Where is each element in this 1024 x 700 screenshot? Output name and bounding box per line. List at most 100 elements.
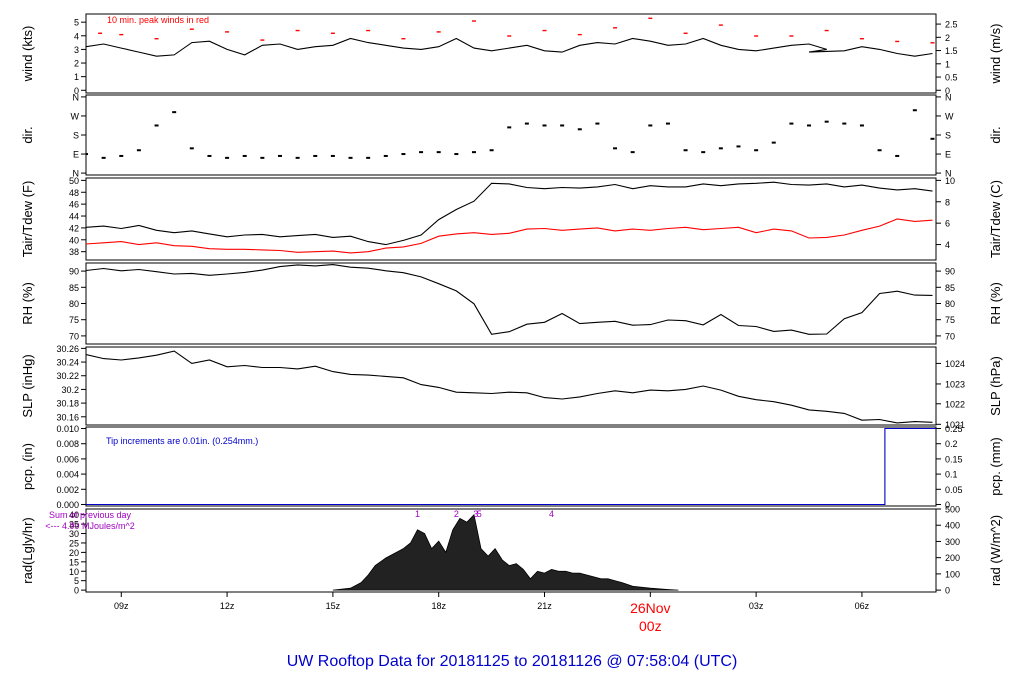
right-tick-label: N [945, 169, 952, 179]
peak-wind-mark [189, 28, 194, 30]
dir-mark [665, 122, 670, 125]
left-tick-label: 38 [69, 247, 79, 257]
right-tick-label: 10 [945, 176, 955, 186]
left-tick-label: 90 [69, 267, 79, 277]
dir-mark [313, 154, 318, 157]
left-tick-label: 5 [74, 576, 79, 586]
left-tick-label: 40 [69, 235, 79, 245]
peak-wind-mark [648, 17, 653, 19]
left-tick-label: 30.22 [56, 371, 79, 381]
left-tick-label: 1 [74, 72, 79, 82]
peak-wind-mark [718, 24, 723, 26]
left-axis-label: wind (kts) [20, 26, 35, 83]
dir-mark [771, 141, 776, 144]
right-axis-label: wind (m/s) [988, 24, 1003, 85]
left-axis-label: rad(Lgly/hr) [20, 517, 35, 583]
right-tick-label: 6 [945, 219, 950, 229]
right-tick-label: 0 [945, 86, 950, 96]
dir-mark [842, 122, 847, 125]
panel-frame [85, 426, 937, 507]
left-tick-label: 0.004 [56, 470, 79, 480]
left-tick-label: 85 [69, 283, 79, 293]
peak-wind-mark [613, 27, 618, 29]
dir-mark [454, 153, 459, 156]
dir-mark [207, 154, 212, 157]
dir-mark [524, 122, 529, 125]
dir-mark [154, 124, 159, 127]
right-tick-label: 80 [945, 299, 955, 309]
right-tick-label: 0.2 [945, 439, 958, 449]
dir-mark [242, 154, 247, 157]
dir-mark [172, 111, 177, 114]
left-tick-label: 30.18 [56, 399, 79, 409]
rad-marker-label: 3 [473, 509, 478, 519]
dir-mark [683, 149, 688, 152]
peak-wind-mark [436, 31, 441, 33]
right-tick-label: 1 [945, 59, 950, 69]
left-tick-label: 48 [69, 188, 79, 198]
right-tick-label: 0.05 [945, 485, 963, 495]
dir-mark [225, 156, 230, 159]
left-tick-label: 35 [69, 520, 79, 530]
left-tick-label: 0.010 [56, 424, 79, 434]
series-line-wind [86, 37, 933, 57]
left-tick-label: 30 [69, 529, 79, 539]
dir-mark [542, 124, 547, 127]
peak-wind-mark [119, 33, 124, 36]
right-tick-label: 8 [945, 197, 950, 207]
peak-wind-mark [98, 32, 103, 34]
peak-wind-mark [859, 38, 864, 40]
right-tick-label: 1024 [945, 359, 965, 369]
chart-title: UW Rooftop Data for 20181125 to 20181126… [287, 653, 738, 670]
time-tick-label: 15z [326, 601, 341, 611]
left-tick-label: 42 [69, 223, 79, 233]
left-tick-label: E [73, 150, 79, 160]
left-tick-label: 40 [69, 510, 79, 520]
dir-mark [930, 137, 935, 140]
dir-mark [807, 124, 812, 127]
right-tick-label: 1023 [945, 379, 965, 389]
dir-mark [86, 153, 88, 156]
dir-mark [348, 156, 353, 159]
dir-mark [260, 156, 265, 159]
left-tick-label: 4 [74, 31, 79, 41]
rad-sum-label: Sum of previous day [49, 510, 132, 520]
panel-annotation: 10 min. peak winds in red [107, 15, 209, 25]
right-tick-label: 1.5 [945, 46, 958, 56]
dir-mark [859, 124, 864, 127]
peak-wind-mark [225, 31, 230, 33]
dir-mark [507, 126, 512, 129]
panel-pcp: 0.000 0.002 0.004 0.006 0.008 0.010 0 0.05 0.1 0.… [20, 424, 1003, 510]
dir-mark [189, 147, 194, 150]
dir-mark [560, 124, 565, 127]
peak-wind-mark [471, 20, 476, 22]
panel-rh: 70 75 80 85 90 70 75 80 85 90 RH (%) RH (%) [20, 262, 1003, 345]
right-tick-label: 0.1 [945, 470, 958, 480]
right-tick-label: 0.5 [945, 73, 958, 83]
dir-mark [295, 156, 300, 159]
left-tick-label: 30.16 [56, 412, 79, 422]
dir-mark [277, 154, 282, 157]
plot-area [86, 181, 933, 254]
right-axis-label: dir. [988, 126, 1003, 143]
plot-area [86, 427, 936, 506]
dir-mark [701, 151, 706, 154]
plot-area [86, 264, 933, 335]
left-axis-label: SLP (inHg) [20, 354, 35, 417]
rad-sum-value: <--- 4.99 MJoules/m^2 [45, 521, 135, 531]
time-tick-label: 12z [220, 601, 235, 611]
dir-mark [119, 154, 124, 157]
right-tick-label: 1021 [945, 420, 965, 430]
left-tick-label: 46 [69, 200, 79, 210]
dir-mark [366, 156, 371, 159]
right-tick-label: 0 [945, 500, 950, 510]
dir-mark [330, 154, 335, 157]
panel-rad: 05101520253035400100200300400500rad(Lgly… [20, 505, 1003, 596]
right-tick-label: 0 [945, 586, 950, 596]
dir-mark [895, 154, 900, 157]
right-tick-label: S [945, 131, 951, 141]
dir-mark [489, 149, 494, 152]
